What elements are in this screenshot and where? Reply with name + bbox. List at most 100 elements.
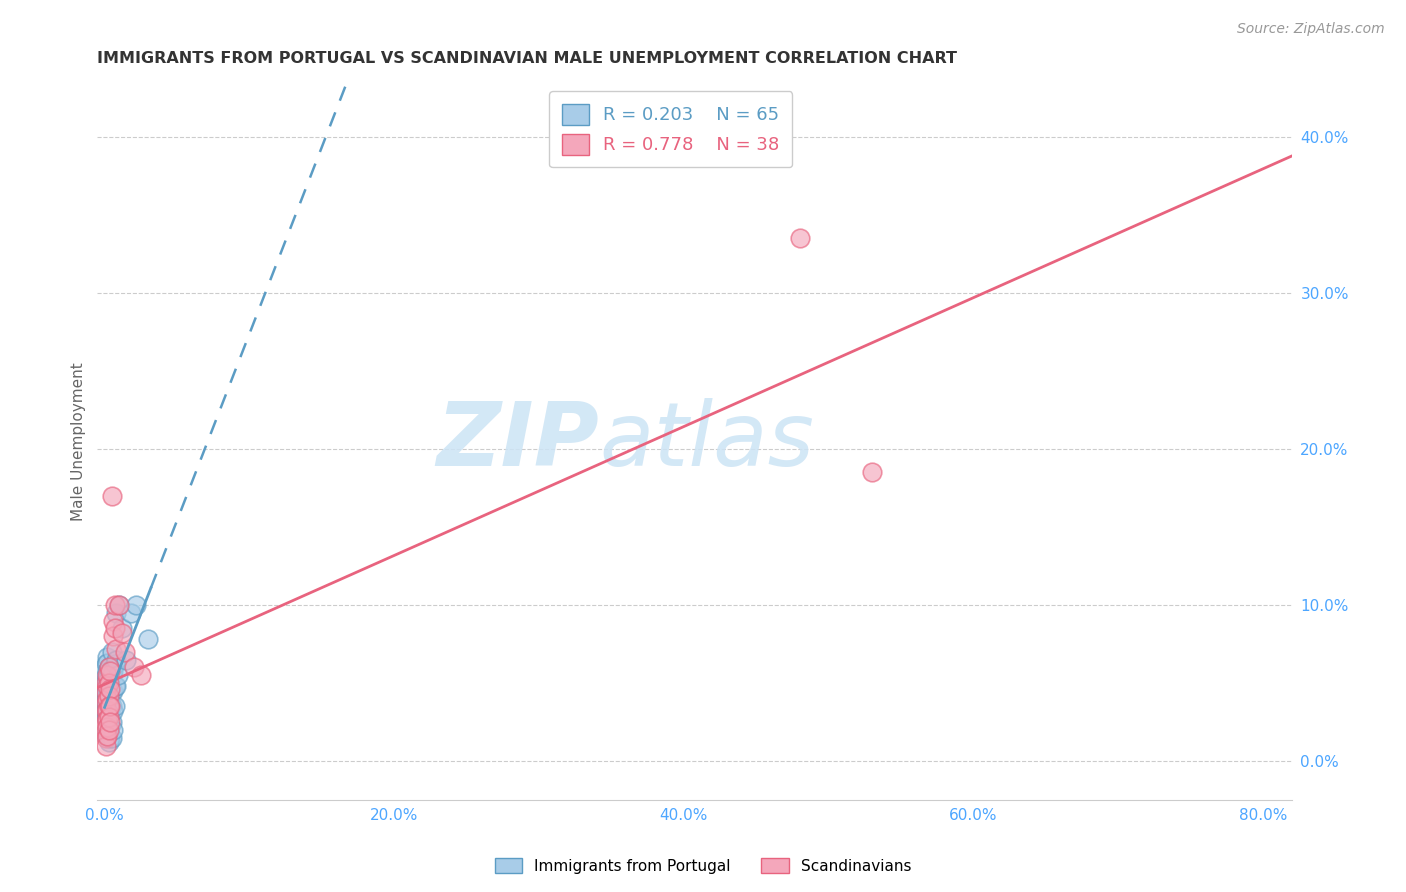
Point <box>94 676 117 690</box>
Point <box>100 682 122 697</box>
Point <box>94 714 117 728</box>
Point <box>100 720 122 734</box>
Point <box>100 699 122 714</box>
Point <box>100 707 122 722</box>
Point <box>101 668 124 682</box>
Point <box>94 657 117 672</box>
Point <box>100 685 122 699</box>
Point <box>96 656 118 670</box>
Point <box>94 679 117 693</box>
Text: atlas: atlas <box>599 398 814 484</box>
Point <box>96 676 118 690</box>
Point <box>94 731 117 745</box>
Point <box>103 704 125 718</box>
Y-axis label: Male Unemployment: Male Unemployment <box>72 362 86 521</box>
Point <box>104 699 127 714</box>
Point <box>103 664 125 678</box>
Text: IMMIGRANTS FROM PORTUGAL VS SCANDINAVIAN MALE UNEMPLOYMENT CORRELATION CHART: IMMIGRANTS FROM PORTUGAL VS SCANDINAVIAN… <box>97 51 957 66</box>
Point <box>103 684 125 698</box>
Point <box>94 739 117 753</box>
Point <box>96 673 118 687</box>
Point <box>103 629 125 643</box>
Point <box>97 660 120 674</box>
Point <box>104 598 127 612</box>
Point <box>96 649 118 664</box>
Point <box>97 689 120 703</box>
Point <box>94 691 117 706</box>
Point <box>103 723 125 737</box>
Point <box>105 641 128 656</box>
Point <box>105 606 128 620</box>
Point <box>94 695 117 709</box>
Point <box>96 712 118 726</box>
Point <box>94 689 117 703</box>
Point <box>105 679 128 693</box>
Point <box>105 653 128 667</box>
Point <box>100 695 122 709</box>
Point <box>97 679 120 693</box>
Point <box>94 710 117 724</box>
Point <box>96 729 118 743</box>
Point <box>94 703 117 717</box>
Point <box>96 731 118 745</box>
Point <box>104 657 127 672</box>
Point <box>101 715 124 730</box>
Point <box>97 660 120 674</box>
Point <box>96 726 118 740</box>
Point <box>101 684 124 698</box>
Point <box>115 653 138 667</box>
Point <box>129 668 152 682</box>
Point <box>96 707 118 722</box>
Point <box>111 626 134 640</box>
Point <box>789 231 811 245</box>
Point <box>120 606 142 620</box>
Point <box>101 645 124 659</box>
Point <box>94 723 117 737</box>
Point <box>97 716 120 731</box>
Point <box>94 707 117 722</box>
Point <box>125 598 148 612</box>
Point <box>94 685 117 699</box>
Point <box>100 664 122 678</box>
Point <box>96 691 118 706</box>
Point <box>94 685 117 699</box>
Point <box>96 714 118 728</box>
Point <box>103 614 125 628</box>
Text: ZIP: ZIP <box>436 398 599 484</box>
Point <box>111 622 134 636</box>
Point <box>100 676 122 690</box>
Point <box>107 668 129 682</box>
Point <box>114 645 136 659</box>
Point <box>97 699 120 714</box>
Point <box>97 689 120 703</box>
Point <box>96 701 118 715</box>
Point <box>100 715 122 730</box>
Point <box>94 698 117 712</box>
Legend: Immigrants from Portugal, Scandinavians: Immigrants from Portugal, Scandinavians <box>488 852 918 880</box>
Point <box>104 622 127 636</box>
Point <box>101 699 124 714</box>
Point <box>97 698 120 712</box>
Point <box>96 703 118 717</box>
Point <box>97 726 120 740</box>
Point <box>96 668 118 682</box>
Point <box>101 731 124 745</box>
Point <box>96 682 118 697</box>
Point <box>96 695 118 709</box>
Point <box>97 676 120 690</box>
Point <box>96 720 118 734</box>
Point <box>100 664 122 678</box>
Point <box>108 598 131 612</box>
Point <box>136 632 159 647</box>
Point <box>97 723 120 737</box>
Point <box>94 695 117 709</box>
Point <box>97 710 120 724</box>
Point <box>97 668 120 682</box>
Point <box>860 466 883 480</box>
Point <box>96 664 118 678</box>
Text: Source: ZipAtlas.com: Source: ZipAtlas.com <box>1237 22 1385 37</box>
Point <box>96 720 118 734</box>
Point <box>108 598 131 612</box>
Point <box>101 489 124 503</box>
Point <box>104 679 127 693</box>
